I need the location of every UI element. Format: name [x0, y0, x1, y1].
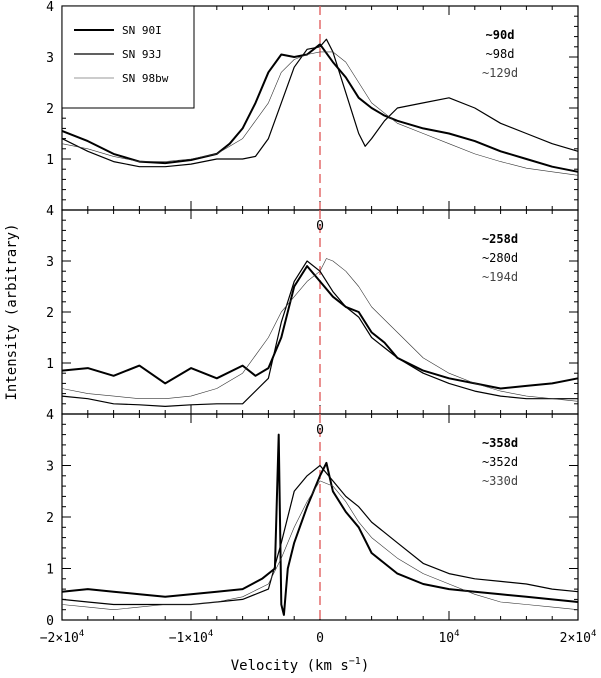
series-sn-90i	[61, 433, 579, 616]
epoch-label: ~280d	[482, 251, 518, 265]
series-sn-98bw	[61, 51, 579, 176]
panel-2: 1 2 3 4 0 ~258d ~280d ~194d	[46, 204, 579, 415]
y-tick-label: 3	[46, 255, 54, 270]
epoch-label: ~194d	[482, 270, 518, 284]
y-tick-label: 2	[46, 306, 54, 321]
legend-label: SN 98bw	[122, 72, 169, 85]
series-sn-90i	[61, 43, 579, 173]
epoch-label: ~129d	[482, 66, 518, 80]
series-sn-98bw	[61, 480, 579, 610]
series-sn-90i	[61, 265, 579, 390]
panel-1: 1 2 3 4 ~90d ~98d ~129d SN 90I SN 93J SN 98bw	[46, 0, 579, 211]
epoch-label: ~358d	[482, 436, 518, 450]
y-tick-label: 3	[46, 460, 54, 475]
y-tick-label: 2	[46, 102, 54, 117]
y-tick-label: 1	[46, 357, 54, 372]
y-tick-label: 3	[46, 51, 54, 66]
series-sn-98bw	[61, 258, 579, 402]
y-tick-label: 2	[46, 511, 54, 526]
x-tick-label: 2×104	[560, 629, 597, 646]
y-tick-label: 1	[46, 563, 54, 578]
legend-label: SN 93J	[122, 48, 162, 61]
y-axis-title: Intensity (arbitrary)	[4, 223, 20, 400]
zero-velocity-marker: 0	[316, 423, 324, 438]
y-tick-label: 0	[46, 614, 54, 629]
zero-velocity-marker: 0	[316, 219, 324, 234]
y-tick-label: 1	[46, 153, 54, 168]
epoch-label: ~330d	[482, 474, 518, 488]
series-sn-93j	[61, 38, 579, 168]
legend-box	[61, 5, 195, 109]
x-tick-label: −2×104	[40, 629, 85, 646]
x-tick-label: 104	[438, 629, 459, 646]
y-tick-label: 4	[46, 204, 54, 219]
epoch-label: ~90d	[486, 28, 515, 42]
x-axis-title: Velocity (km s−1)	[231, 656, 370, 674]
epoch-label: ~258d	[482, 232, 518, 246]
x-tick-label: −1×104	[169, 629, 214, 646]
x-tick-label: 0	[316, 631, 324, 646]
legend-label: SN 90I	[122, 24, 162, 37]
legend: SN 90I SN 93J SN 98bw	[61, 5, 195, 109]
y-tick-label: 4	[46, 0, 54, 15]
panels-layer: 1 2 3 4 ~90d ~98d ~129d SN 90I SN 93J SN 98bw 1 2 3 4…	[40, 0, 597, 646]
y-tick-label: 4	[46, 408, 54, 423]
panel-3: 0 1 2 3 4 0 ~358d ~352d ~330d −2×104 −1×104 0 104 2×1…	[40, 408, 597, 646]
epoch-label: ~98d	[486, 47, 515, 61]
epoch-label: ~352d	[482, 455, 518, 469]
